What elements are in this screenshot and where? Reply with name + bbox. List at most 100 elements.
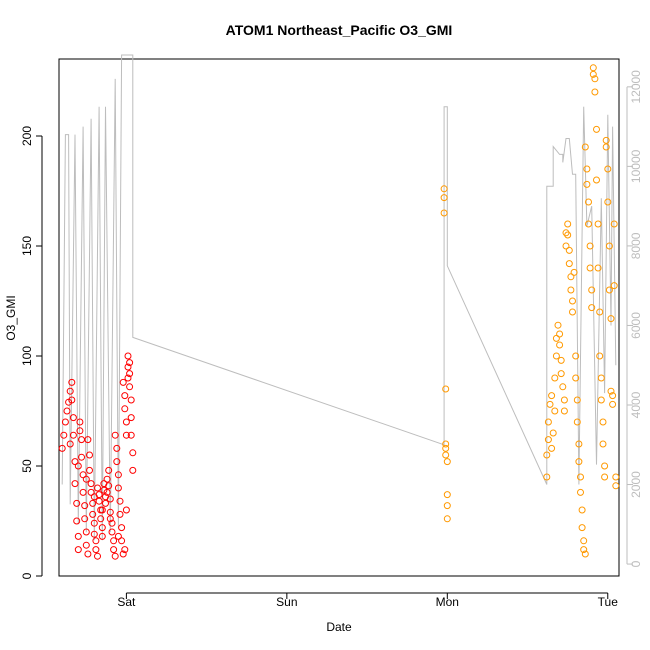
data-point — [593, 176, 600, 184]
data-point — [124, 363, 132, 371]
secondary-series-line — [61, 54, 617, 541]
y-tick-label: 150 — [20, 236, 34, 256]
data-point — [127, 414, 135, 422]
data-point — [74, 546, 82, 554]
data-point — [586, 264, 594, 272]
data-point — [86, 451, 93, 459]
data-point — [570, 268, 578, 276]
data-point — [84, 550, 92, 558]
data-point — [597, 374, 605, 382]
series-1 — [58, 352, 137, 560]
data-point — [573, 418, 581, 426]
data-point — [126, 370, 134, 378]
data-point — [572, 374, 580, 382]
plot-area-frame — [58, 58, 620, 577]
data-point — [110, 537, 118, 545]
data-point — [546, 400, 554, 408]
y-tick-label: 100 — [20, 346, 34, 366]
data-point — [90, 519, 98, 527]
data-point — [607, 387, 615, 395]
y-tick-label: 50 — [20, 459, 34, 473]
data-point — [90, 530, 98, 538]
data-point — [71, 480, 79, 488]
data-point — [443, 502, 451, 510]
data-point — [69, 414, 77, 422]
data-point — [596, 352, 604, 360]
data-point — [554, 321, 562, 329]
data-point — [119, 550, 127, 558]
data-point — [564, 220, 572, 228]
data-point — [573, 396, 581, 404]
data-point — [586, 242, 594, 250]
data-point — [74, 462, 82, 470]
data-point — [580, 546, 588, 554]
data-point — [612, 482, 620, 490]
x-axis-label: Date — [326, 620, 352, 634]
data-point — [578, 506, 586, 514]
y2-tick-label: 0 — [629, 560, 643, 567]
data-point — [443, 491, 451, 499]
data-point — [443, 458, 451, 466]
data-point — [76, 427, 84, 435]
data-point — [124, 352, 132, 360]
data-point — [602, 136, 610, 144]
data-point — [440, 209, 448, 217]
data-point — [98, 524, 106, 532]
data-point — [575, 458, 583, 466]
data-point — [82, 475, 90, 483]
data-point — [105, 482, 113, 490]
data-point — [585, 220, 592, 228]
data-point — [440, 185, 448, 193]
data-point — [565, 246, 573, 254]
data-point — [589, 70, 597, 78]
data-point — [108, 519, 116, 527]
data-point — [114, 532, 122, 540]
data-point — [578, 524, 586, 532]
data-point — [609, 400, 617, 408]
data-point — [577, 473, 584, 481]
data-point — [119, 378, 127, 386]
y2-tick-label: 6000 — [629, 312, 643, 339]
data-point — [544, 436, 552, 444]
chart-title: ATOM1 Northeast_Pacific O3_GMI — [226, 22, 453, 38]
data-point — [442, 444, 450, 452]
data-point — [105, 466, 113, 474]
data-point — [113, 444, 121, 452]
data-point — [583, 165, 591, 173]
data-point — [69, 431, 77, 439]
data-point — [594, 220, 602, 228]
data-point — [549, 429, 557, 437]
data-point — [575, 440, 583, 448]
data-point — [60, 431, 68, 439]
axes-layer: Sat Sun Mon Tue0501001502000200040006000800… — [20, 70, 643, 609]
data-point — [591, 88, 599, 96]
data-point — [81, 515, 89, 523]
y2-tick-label: 4000 — [629, 391, 643, 418]
data-point — [551, 374, 559, 382]
data-point — [110, 546, 118, 554]
data-point — [583, 180, 591, 188]
data-point — [121, 546, 129, 554]
data-point — [599, 440, 607, 448]
data-point — [114, 484, 122, 492]
data-point — [71, 458, 79, 466]
data-point — [73, 517, 81, 525]
data-point — [68, 378, 76, 386]
data-point — [102, 499, 109, 507]
data-point — [581, 550, 589, 558]
data-point — [73, 499, 81, 507]
data-point — [557, 356, 565, 364]
data-point — [116, 510, 124, 518]
data-point — [98, 506, 106, 514]
data-point — [116, 497, 124, 505]
data-point — [443, 515, 451, 523]
data-point — [544, 418, 552, 426]
data-point — [602, 143, 610, 151]
data-point — [442, 440, 450, 448]
x-tick-label: Mon — [436, 595, 459, 609]
data-point — [98, 532, 106, 540]
data-point — [92, 537, 100, 545]
data-point — [89, 499, 97, 507]
data-point — [97, 515, 105, 523]
